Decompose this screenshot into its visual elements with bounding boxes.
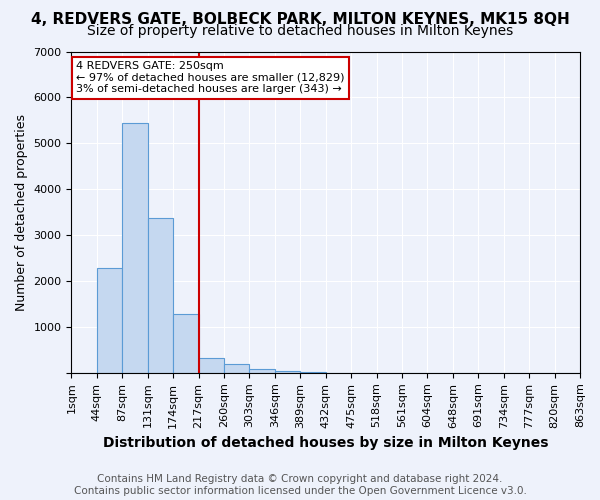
Bar xyxy=(97,268,122,373)
Text: 4 REDVERS GATE: 250sqm
← 97% of detached houses are smaller (12,829)
3% of semi-: 4 REDVERS GATE: 250sqm ← 97% of detached… xyxy=(76,61,345,94)
X-axis label: Distribution of detached houses by size in Milton Keynes: Distribution of detached houses by size … xyxy=(103,436,548,450)
Bar xyxy=(224,364,250,373)
Y-axis label: Number of detached properties: Number of detached properties xyxy=(15,114,28,310)
Bar xyxy=(148,218,173,373)
Bar xyxy=(122,122,148,373)
Text: Size of property relative to detached houses in Milton Keynes: Size of property relative to detached ho… xyxy=(87,24,513,38)
Bar xyxy=(173,314,199,373)
Bar xyxy=(250,369,275,373)
Bar xyxy=(275,372,300,373)
Text: 4, REDVERS GATE, BOLBECK PARK, MILTON KEYNES, MK15 8QH: 4, REDVERS GATE, BOLBECK PARK, MILTON KE… xyxy=(31,12,569,26)
Text: Contains HM Land Registry data © Crown copyright and database right 2024.
Contai: Contains HM Land Registry data © Crown c… xyxy=(74,474,526,496)
Bar xyxy=(199,358,224,373)
